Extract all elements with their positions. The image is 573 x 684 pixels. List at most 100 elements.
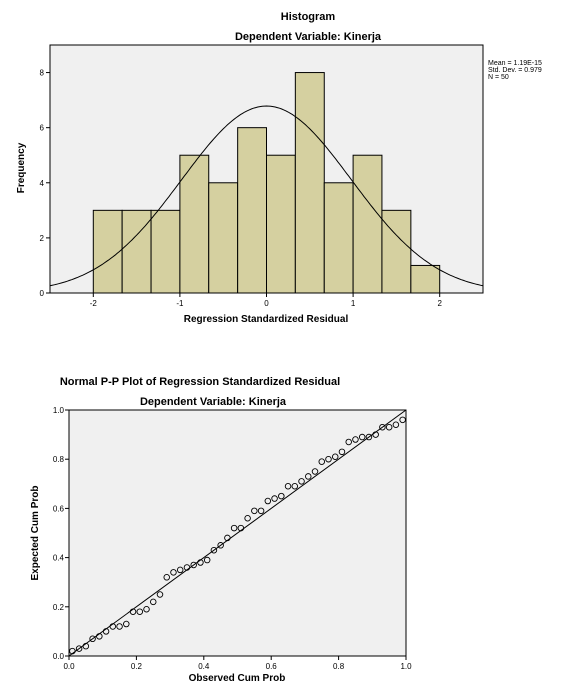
pp-plot-point <box>217 542 224 549</box>
histogram-y-tick-label: 2 <box>40 234 45 243</box>
pp-plot-point <box>358 433 366 441</box>
histogram-bar <box>323 182 354 294</box>
histogram-x-tick-label: 0 <box>264 299 269 308</box>
pp-plot-point <box>264 497 272 505</box>
histogram-bar <box>266 154 296 294</box>
histogram-x-tick-label: -1 <box>176 299 184 308</box>
pp-plot-y-axis-label: Expected Cum Prob <box>30 485 41 580</box>
pp-plot-point <box>331 453 339 460</box>
histogram-x-axis-label: Regression Standardized Residual <box>184 314 349 325</box>
pp-plot-y-tick-label: 0.8 <box>53 455 65 464</box>
pp-plot-point <box>197 559 204 566</box>
pp-plot-subtitle: Dependent Variable: Kinerja <box>140 396 287 408</box>
pp-plot-point <box>379 423 386 431</box>
pp-plot-point <box>170 569 177 576</box>
histogram-x-tick-label: 2 <box>437 299 442 308</box>
pp-plot-point <box>278 492 285 500</box>
pp-plot-point <box>284 483 292 490</box>
histogram-bar <box>381 209 412 294</box>
pp-plot-points <box>69 416 406 655</box>
histogram-bar <box>352 154 383 294</box>
pp-plot-y-tick-label: 0.0 <box>53 652 65 661</box>
pp-plot-chart: Normal P-P Plot of Regression Standardiz… <box>30 376 412 684</box>
pp-plot-point <box>123 620 130 628</box>
stats-mean: Mean = 1.19E-15 <box>488 60 542 67</box>
pp-plot-y-tick-label: 0.4 <box>53 554 65 563</box>
pp-plot-x-tick-label: 0.6 <box>266 662 278 671</box>
pp-plot-point <box>96 633 103 640</box>
pp-plot-point <box>183 564 191 571</box>
pp-plot-point <box>325 455 332 463</box>
histogram-subtitle: Dependent Variable: Kinerja <box>235 31 382 43</box>
pp-plot-point <box>163 574 170 581</box>
pp-plot-point <box>82 642 90 650</box>
pp-plot-point <box>230 524 238 532</box>
histogram-bar <box>208 182 239 294</box>
pp-plot-point <box>298 478 305 485</box>
pp-plot-point <box>149 598 157 606</box>
pp-plot-point <box>271 495 278 502</box>
pp-plot-point <box>345 438 352 446</box>
pp-plot-point <box>399 416 406 424</box>
histogram-y-axis-label: Frequency <box>16 142 27 193</box>
histogram-chart: Histogram Dependent Variable: Kinerja -2… <box>16 11 542 325</box>
pp-plot-point <box>69 647 76 655</box>
histogram-bar <box>179 154 210 294</box>
pp-plot-point <box>224 534 231 542</box>
pp-plot-point <box>129 608 137 615</box>
histogram-title: Histogram <box>281 11 336 23</box>
pp-plot-point <box>338 448 346 456</box>
histogram-bars <box>92 72 441 294</box>
pp-plot-y-tick-label: 0.6 <box>53 504 65 513</box>
pp-plot-point <box>109 623 117 630</box>
pp-plot-point <box>116 623 123 630</box>
pp-plot-x-tick-label: 1.0 <box>400 662 412 671</box>
histogram-bar <box>150 209 181 294</box>
pp-plot-x-tick-label: 0.2 <box>131 662 143 671</box>
pp-plot-x-tick-label: 0.8 <box>333 662 345 671</box>
histogram-bar <box>92 209 123 294</box>
pp-plot-point <box>237 524 245 532</box>
pp-plot-x-ticks: 0.0 0.2 0.4 0.6 0.8 1.0 <box>63 656 412 671</box>
histogram-y-tick-label: 0 <box>40 289 45 298</box>
histogram-y-tick-label: 4 <box>40 179 45 188</box>
histogram-bar <box>410 264 441 294</box>
histogram-y-tick-label: 8 <box>40 69 45 78</box>
pp-plot-point <box>352 436 359 443</box>
pp-plot-point <box>291 483 299 490</box>
pp-plot-point <box>257 507 265 515</box>
pp-plot-y-tick-label: 1.0 <box>53 406 65 415</box>
histogram-x-tick-label: -2 <box>90 299 98 308</box>
pp-plot-point <box>392 421 400 429</box>
pp-plot-point <box>318 458 326 465</box>
normal-curve <box>49 105 484 287</box>
pp-plot-x-tick-label: 0.0 <box>63 662 75 671</box>
histogram-bar <box>294 72 325 294</box>
pp-plot-point <box>156 591 164 598</box>
pp-plot-point <box>75 645 83 652</box>
pp-plot-point <box>143 606 150 613</box>
pp-plot-point <box>190 561 197 569</box>
histogram-bar <box>237 127 267 294</box>
pp-plot-point <box>89 635 96 643</box>
pp-plot-point <box>210 546 218 554</box>
histogram-x-tick-label: 1 <box>351 299 356 308</box>
pp-plot-point <box>102 628 110 635</box>
pp-plot-y-ticks: 0.0 0.2 0.4 0.6 0.8 1.0 <box>53 406 69 661</box>
pp-plot-point <box>311 468 319 475</box>
pp-plot-point <box>203 556 211 564</box>
pp-plot-point <box>251 507 258 515</box>
pp-plot-point <box>136 608 144 615</box>
stats-n: N = 50 <box>488 74 509 81</box>
histogram-y-tick-label: 6 <box>40 124 45 133</box>
pp-plot-point <box>385 423 393 431</box>
histogram-x-ticks: -2 -1 0 1 2 <box>90 293 442 308</box>
pp-plot-point <box>365 433 373 441</box>
reference-line <box>68 409 407 657</box>
pp-plot-point <box>305 473 312 480</box>
pp-plot-point <box>372 431 379 438</box>
histogram-y-ticks: 0 2 4 6 8 <box>40 69 50 298</box>
pp-plot-point <box>176 566 184 574</box>
pp-plot-point <box>244 514 251 522</box>
